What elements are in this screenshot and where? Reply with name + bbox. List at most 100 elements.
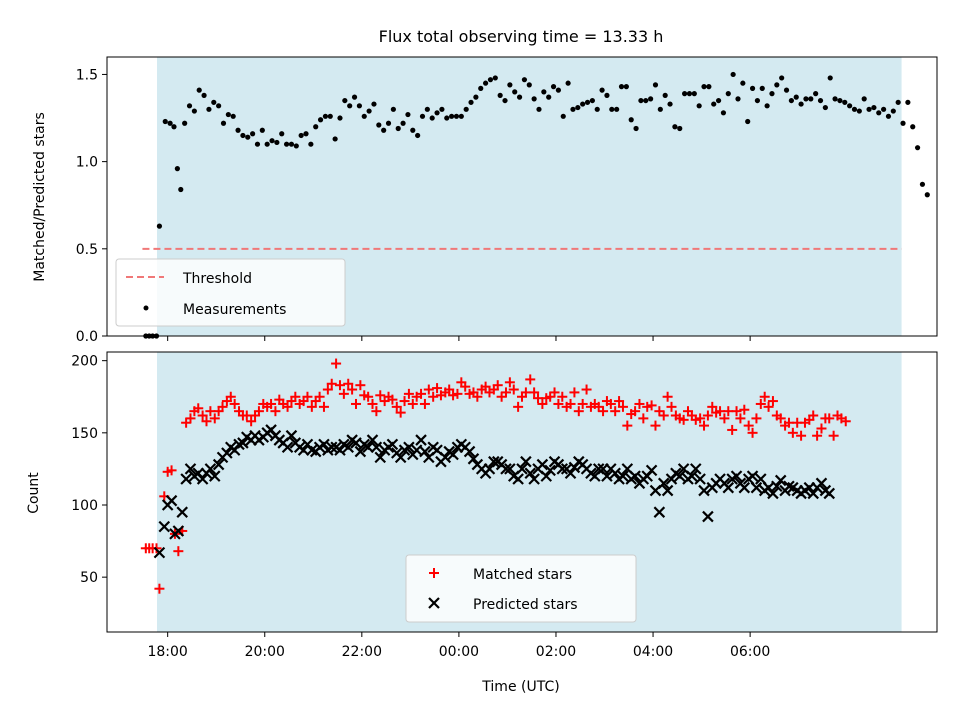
matched-star-point <box>355 380 366 391</box>
measurement-point <box>385 120 392 126</box>
measurement-point <box>885 113 892 119</box>
predicted-star-point <box>807 487 820 500</box>
measurement-point <box>313 124 319 130</box>
measurement-point <box>575 104 581 111</box>
measurement-point <box>881 106 887 112</box>
measurement-point <box>182 120 188 126</box>
predicted-star-point <box>237 437 249 449</box>
measurement-point <box>652 82 659 88</box>
measurement-point <box>546 94 552 100</box>
matched-star-point <box>513 401 524 412</box>
measurement-point <box>745 118 751 125</box>
measurement-point <box>512 89 518 95</box>
predicted-star-point <box>204 463 217 475</box>
measurement-point <box>696 103 702 109</box>
predicted-star-point <box>564 467 577 480</box>
matched-star-point <box>666 401 677 412</box>
matched-star-point <box>808 410 819 421</box>
measurement-point <box>783 87 790 93</box>
measurement-point <box>672 124 678 130</box>
measurement-point <box>609 106 615 112</box>
matched-star-point <box>363 391 374 402</box>
bottom-y-tick-label: 200 <box>71 354 98 370</box>
predicted-star-point <box>536 458 549 471</box>
measurement-point <box>682 91 688 97</box>
measurements-series <box>143 71 930 339</box>
matched-star-point <box>743 420 754 431</box>
top-plot-frame <box>106 56 938 337</box>
measurement-point <box>468 99 474 105</box>
measurement-point <box>817 97 824 104</box>
x-tick-label: 22:00 <box>342 644 382 660</box>
matched-star-point <box>480 381 491 392</box>
predicted-star-point <box>196 473 209 485</box>
matched-star-point <box>375 390 386 401</box>
predicted-star-point <box>556 463 569 475</box>
measurement-point <box>890 108 896 114</box>
measurement-point <box>541 89 547 95</box>
measurement-point <box>614 106 620 112</box>
measurement-point <box>628 117 634 123</box>
measurement-point <box>822 104 828 111</box>
matched-star-point <box>755 398 766 409</box>
measurement-point <box>463 106 469 112</box>
matched-star-point <box>828 430 839 441</box>
predicted-star-point <box>520 455 532 468</box>
measurement-point <box>638 97 644 104</box>
matched-star-point <box>318 401 329 412</box>
matched-star-point <box>351 398 361 409</box>
top-y-tick-label: 1.5 <box>76 67 98 83</box>
measurement-point <box>813 91 819 97</box>
measurement-point <box>594 106 600 112</box>
matched-star-point <box>787 427 798 438</box>
predicted-star-point <box>540 470 553 482</box>
measurement-point <box>623 84 629 90</box>
measurement-point <box>555 87 562 93</box>
measurement-point <box>759 85 765 91</box>
measurement-point <box>910 124 916 130</box>
matched-star-point <box>678 414 689 425</box>
x-tick-label: 04:00 <box>633 644 673 660</box>
measurement-point <box>662 92 668 98</box>
predicted-star-point <box>617 470 629 482</box>
measurement-point <box>308 141 314 147</box>
legend-threshold-label: Threshold <box>182 271 252 287</box>
x-tick-label: 00:00 <box>439 644 479 660</box>
matched-star-point <box>326 378 337 389</box>
measurement-point <box>371 101 377 107</box>
measurement-point <box>240 132 246 139</box>
predicted-star-point <box>516 463 528 475</box>
predicted-star-point <box>645 464 658 477</box>
measurement-point <box>303 131 309 137</box>
measurement-point <box>162 118 168 125</box>
measurement-point <box>245 134 251 140</box>
matched-star-point <box>209 413 220 424</box>
x-tick-label: 20:00 <box>245 644 285 660</box>
predicted-star-point <box>467 453 480 465</box>
predicted-star-point <box>318 438 330 451</box>
matched-star-point <box>270 406 281 417</box>
predicted-star-point <box>334 444 346 456</box>
matched-star-point <box>622 420 633 431</box>
measurement-point <box>366 108 372 114</box>
matched-star-point <box>610 406 621 417</box>
matched-star-point <box>775 413 786 424</box>
matched-star-point <box>702 410 713 421</box>
measurement-point <box>648 96 654 102</box>
predicted-star-point <box>629 470 641 482</box>
matched-star-point <box>735 413 746 424</box>
matched-star-point <box>695 413 706 424</box>
x-axis-label: Time (UTC) <box>481 679 559 695</box>
measurement-point <box>774 82 780 88</box>
top-y-tick-label: 0.5 <box>76 242 98 258</box>
measurement-point <box>395 125 401 132</box>
bottom-legend-box <box>405 554 637 623</box>
measurement-point <box>171 124 177 130</box>
measurement-point <box>220 120 227 126</box>
matched-star-point <box>840 416 851 427</box>
measurement-point <box>293 143 299 149</box>
measurement-point <box>376 122 382 128</box>
matched-star-point <box>767 396 778 407</box>
measurement-point <box>720 110 727 116</box>
measurement-point <box>216 103 222 109</box>
